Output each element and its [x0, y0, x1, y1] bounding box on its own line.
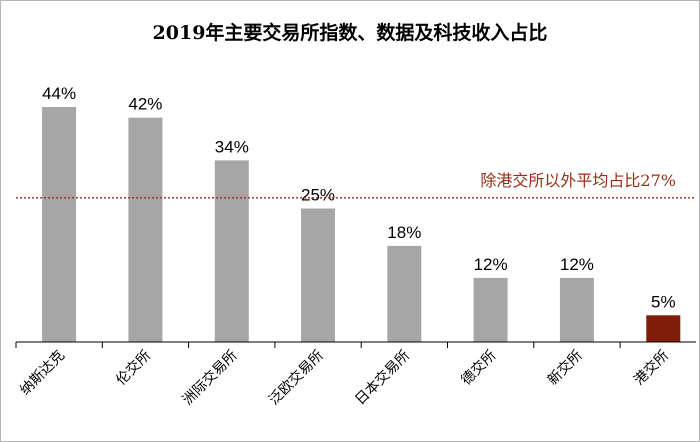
value-label-1: 42%: [128, 95, 162, 114]
category-label-5: 德交所: [458, 347, 500, 389]
category-label-4: 日本交易所: [352, 347, 414, 409]
bar-5: [473, 277, 508, 342]
bar-7: [646, 315, 681, 342]
bar-4: [387, 245, 422, 342]
bar-3: [301, 208, 335, 342]
value-label-0: 44%: [42, 84, 76, 103]
category-label-7: 港交所: [630, 347, 672, 389]
value-label-4: 18%: [387, 223, 421, 242]
value-label-6: 12%: [560, 255, 594, 274]
bar-1: [128, 117, 163, 342]
category-label-6: 新交所: [544, 347, 586, 389]
bar-2: [214, 160, 249, 342]
bar-0: [42, 107, 77, 342]
category-label-1: 伦交所: [113, 347, 155, 389]
category-label-0: 纳斯达克: [17, 348, 68, 399]
bars-group: 44% 纳斯达克 42% 伦交所 34% 洲际交易所 25% 泛欧交易所 18% 日本交易所 12%…: [15, 84, 681, 409]
chart-title: 2019年主要交易所指数、数据及科技收入占比: [152, 22, 548, 44]
average-reference-label: 除港交所以外平均占比27%: [480, 171, 676, 190]
category-label-3: 泛欧交易所: [265, 347, 327, 409]
value-label-2: 34%: [215, 137, 249, 156]
value-label-5: 12%: [474, 255, 508, 274]
category-label-2: 洲际交易所: [179, 347, 241, 409]
value-label-7: 5%: [651, 292, 676, 311]
value-label-3: 25%: [301, 186, 335, 205]
bar-6: [559, 277, 594, 342]
